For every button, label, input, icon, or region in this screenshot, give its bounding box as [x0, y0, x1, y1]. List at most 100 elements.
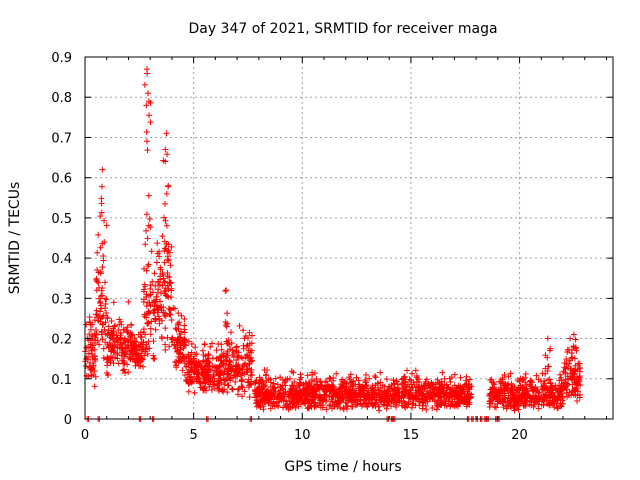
- data-point: [219, 360, 226, 367]
- data-point: [520, 393, 527, 400]
- data-point: [175, 310, 182, 317]
- data-point: [174, 320, 181, 327]
- data-point: [125, 369, 132, 376]
- data-point: [114, 350, 121, 357]
- data-point: [146, 292, 153, 299]
- data-point: [565, 391, 572, 398]
- data-point: [102, 300, 109, 307]
- data-point: [520, 384, 527, 391]
- data-point: [143, 303, 150, 310]
- data-point: [420, 399, 427, 406]
- data-point: [124, 361, 131, 368]
- data-point: [145, 192, 152, 199]
- data-point: [263, 389, 270, 396]
- data-point: [539, 370, 546, 377]
- data-point: [453, 385, 460, 392]
- data-point: [431, 391, 438, 398]
- data-point: [106, 355, 113, 362]
- data-point: [524, 388, 531, 395]
- data-point: [379, 388, 386, 395]
- data-point: [520, 376, 527, 383]
- data-point: [574, 388, 581, 395]
- data-point: [99, 240, 106, 247]
- data-point: [231, 372, 238, 379]
- data-point: [145, 263, 152, 270]
- data-point: [248, 349, 255, 356]
- data-point: [173, 338, 180, 345]
- data-point: [147, 282, 154, 289]
- data-point: [383, 396, 390, 403]
- data-point: [162, 146, 169, 153]
- data-point: [226, 374, 233, 381]
- data-point: [561, 384, 568, 391]
- data-point: [376, 391, 383, 398]
- grid: [85, 57, 613, 419]
- data-point: [182, 342, 189, 349]
- data-point: [318, 394, 325, 401]
- data-point: [296, 381, 303, 388]
- data-point: [173, 348, 180, 355]
- data-point: [258, 397, 265, 404]
- data-point: [217, 374, 224, 381]
- data-point: [554, 404, 561, 411]
- data-point: [159, 233, 166, 240]
- data-point: [526, 393, 533, 400]
- data-point: [322, 387, 329, 394]
- data-point: [166, 343, 173, 350]
- data-point: [409, 384, 416, 391]
- data-point: [507, 395, 514, 402]
- data-point: [125, 298, 132, 305]
- data-point: [98, 200, 105, 207]
- data-point: [549, 400, 556, 407]
- data-point: [93, 327, 100, 334]
- data-point: [240, 363, 247, 370]
- data-point: [164, 256, 171, 263]
- data-point: [463, 377, 470, 384]
- data-point: [412, 367, 419, 374]
- data-point: [312, 387, 319, 394]
- data-point: [564, 373, 571, 380]
- data-point: [535, 405, 542, 412]
- data-point: [100, 257, 107, 264]
- data-point: [490, 380, 497, 387]
- data-point: [162, 217, 169, 224]
- data-point: [111, 323, 118, 330]
- data-point: [348, 381, 355, 388]
- y-axis-label: SRMTID / TECUs: [7, 182, 23, 295]
- data-point: [456, 396, 463, 403]
- data-point: [115, 327, 122, 334]
- data-point: [315, 383, 322, 390]
- data-point: [251, 388, 258, 395]
- data-point: [102, 295, 109, 302]
- data-point: [120, 326, 127, 333]
- data-point: [548, 383, 555, 390]
- data-point: [571, 379, 578, 386]
- data-point: [88, 347, 95, 354]
- data-point: [517, 398, 524, 405]
- data-point: [207, 343, 214, 350]
- data-point: [572, 384, 579, 391]
- data-point: [428, 384, 435, 391]
- data-point: [323, 406, 330, 413]
- data-point: [564, 380, 571, 387]
- data-point: [244, 352, 251, 359]
- data-point: [421, 385, 428, 392]
- data-point: [337, 397, 344, 404]
- data-point: [249, 371, 256, 378]
- data-point: [551, 404, 558, 411]
- data-point: [186, 360, 193, 367]
- data-point: [120, 353, 127, 360]
- data-point: [155, 313, 162, 320]
- data-point: [163, 130, 170, 137]
- data-point: [177, 344, 184, 351]
- data-point: [119, 357, 126, 364]
- data-point: [113, 332, 120, 339]
- data-point: [552, 382, 559, 389]
- data-point: [382, 391, 389, 398]
- data-point: [249, 357, 256, 364]
- data-point: [219, 386, 226, 393]
- data-point: [457, 374, 464, 381]
- data-point: [447, 379, 454, 386]
- data-point: [302, 390, 309, 397]
- data-point: [148, 318, 155, 325]
